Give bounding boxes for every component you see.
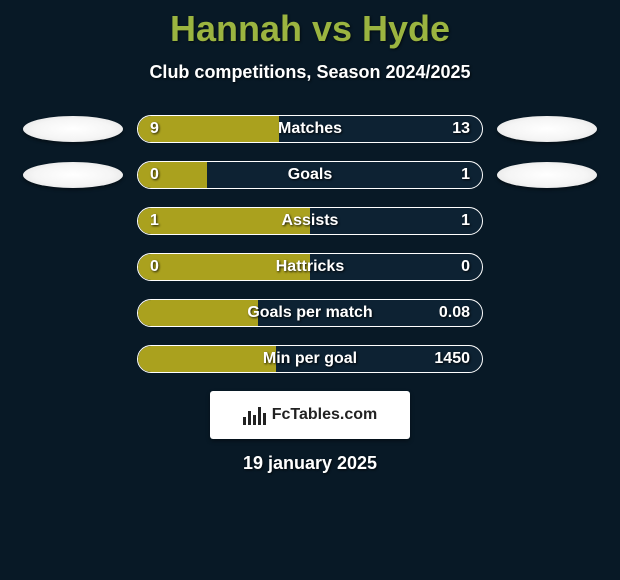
stat-right-value: 0 xyxy=(461,254,470,280)
watermark-badge[interactable]: FcTables.com xyxy=(210,391,410,439)
right-avatar-slot xyxy=(497,345,597,373)
subtitle: Club competitions, Season 2024/2025 xyxy=(0,62,620,83)
left-avatar-slot xyxy=(23,161,123,189)
date-label: 19 january 2025 xyxy=(0,453,620,474)
stat-bar: Goals per match0.08 xyxy=(137,299,483,327)
stat-bar: Min per goal1450 xyxy=(137,345,483,373)
stat-row: 1Assists1 xyxy=(0,207,620,235)
watermark-text: FcTables.com xyxy=(272,406,378,424)
chart-icon xyxy=(243,405,266,425)
stat-right-value: 13 xyxy=(452,116,470,142)
stat-bar: 9Matches13 xyxy=(137,115,483,143)
stat-right-value: 1 xyxy=(461,162,470,188)
stat-row: 0Hattricks0 xyxy=(0,253,620,281)
player-avatar-left xyxy=(23,162,123,188)
left-avatar-slot xyxy=(23,253,123,281)
page-title: Hannah vs Hyde xyxy=(0,8,620,50)
comparison-card: Hannah vs Hyde Club competitions, Season… xyxy=(0,0,620,474)
right-avatar-slot xyxy=(497,299,597,327)
stat-label: Goals xyxy=(138,162,482,188)
left-avatar-slot xyxy=(23,345,123,373)
stat-row: 9Matches13 xyxy=(0,115,620,143)
right-avatar-slot xyxy=(497,161,597,189)
stat-label: Matches xyxy=(138,116,482,142)
right-avatar-slot xyxy=(497,207,597,235)
stat-label: Goals per match xyxy=(138,300,482,326)
stat-rows: 9Matches130Goals11Assists10Hattricks0Goa… xyxy=(0,115,620,373)
stat-right-value: 1450 xyxy=(434,346,470,372)
player-avatar-right xyxy=(497,116,597,142)
player-avatar-left xyxy=(23,116,123,142)
stat-bar: 0Goals1 xyxy=(137,161,483,189)
right-avatar-slot xyxy=(497,253,597,281)
stat-label: Min per goal xyxy=(138,346,482,372)
left-avatar-slot xyxy=(23,299,123,327)
stat-label: Assists xyxy=(138,208,482,234)
stat-row: 0Goals1 xyxy=(0,161,620,189)
stat-right-value: 0.08 xyxy=(439,300,470,326)
stat-bar: 1Assists1 xyxy=(137,207,483,235)
left-avatar-slot xyxy=(23,207,123,235)
left-avatar-slot xyxy=(23,115,123,143)
stat-right-value: 1 xyxy=(461,208,470,234)
stat-row: Min per goal1450 xyxy=(0,345,620,373)
stat-bar: 0Hattricks0 xyxy=(137,253,483,281)
stat-label: Hattricks xyxy=(138,254,482,280)
player-avatar-right xyxy=(497,162,597,188)
right-avatar-slot xyxy=(497,115,597,143)
stat-row: Goals per match0.08 xyxy=(0,299,620,327)
